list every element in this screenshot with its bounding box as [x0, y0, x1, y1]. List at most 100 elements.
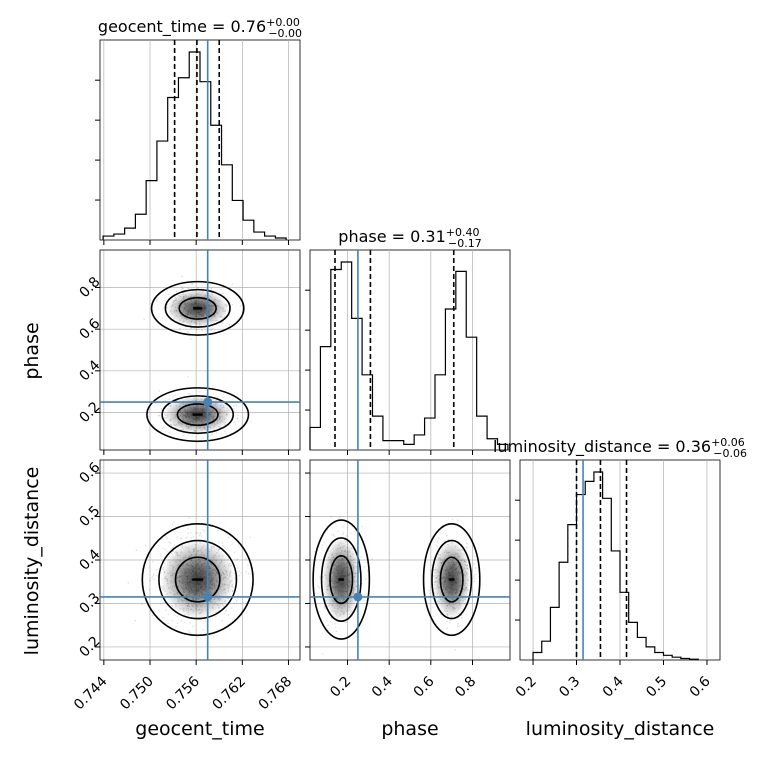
sample-point: [225, 433, 227, 435]
sample-point: [190, 338, 192, 340]
sample-point: [176, 536, 178, 538]
sample-point: [320, 593, 323, 596]
sample-point: [342, 531, 345, 534]
contour-level-1: [422, 523, 481, 637]
y-tick-label: 0.2: [76, 633, 103, 660]
x-tick-label: 0.2: [327, 674, 354, 701]
sample-point: [185, 537, 187, 540]
sample-point: [210, 329, 213, 332]
sample-point: [331, 533, 333, 536]
sample-point: [338, 516, 341, 519]
sample-point: [155, 569, 158, 571]
sample-point: [161, 427, 164, 430]
sample-point: [245, 602, 247, 604]
contour-level-1: [312, 519, 371, 640]
sample-point: [155, 575, 157, 577]
sample-point: [183, 621, 186, 624]
sample-point: [202, 436, 204, 439]
sample-point: [446, 534, 448, 537]
sample-point: [235, 599, 238, 602]
x-tick-label: 0.6: [687, 673, 714, 700]
x-tick-label: 0.4: [369, 673, 396, 700]
xlabel-geocent-time: geocent_time: [135, 718, 264, 740]
sample-point: [438, 537, 440, 539]
sample-point: [210, 288, 213, 290]
sample-point: [227, 536, 230, 539]
sample-point: [221, 322, 224, 324]
sample-point: [217, 541, 220, 544]
sample-point: [181, 275, 183, 278]
sample-point: [225, 610, 227, 613]
sample-point: [240, 572, 242, 574]
sample-point: [231, 283, 234, 286]
sample-point: [190, 282, 193, 285]
grid-2-0: [100, 460, 300, 660]
x-tick-label: 0.744: [71, 673, 111, 713]
sample-point: [366, 561, 368, 564]
x-tick-label: 0.6: [411, 673, 438, 700]
sample-point: [330, 617, 333, 619]
sample-point: [428, 592, 431, 595]
sample-point: [199, 533, 201, 535]
sample-point: [198, 391, 200, 393]
sample-point: [321, 653, 324, 655]
sample-point: [247, 564, 249, 567]
sample-point: [201, 329, 203, 332]
ylabel-phase: phase: [21, 322, 43, 379]
sample-point: [446, 626, 449, 629]
sample-point: [161, 617, 164, 619]
sample-point: [159, 404, 161, 407]
y-tick-label: 0.4: [76, 546, 103, 573]
sample-point: [135, 549, 138, 551]
sample-point: [350, 532, 352, 535]
sample-point: [168, 541, 170, 544]
sample-point: [187, 532, 189, 534]
density-phase-luminosity_distance: [312, 515, 481, 655]
sample-point: [168, 394, 171, 397]
title-geocent-time: geocent_time = 0.76+0.00 −0.00: [98, 16, 302, 40]
sample-point: [186, 393, 189, 395]
sample-point: [164, 548, 167, 551]
sample-point: [249, 573, 252, 575]
sample-point: [173, 544, 176, 546]
sample-point: [190, 327, 192, 330]
y-tick-label: 0.8: [76, 274, 103, 301]
title-luminosity-distance: luminosity_distance = 0.36+0.06 −0.06: [493, 436, 747, 460]
sample-point: [330, 515, 333, 518]
sample-point: [334, 522, 337, 524]
sample-point: [245, 557, 247, 560]
sample-point: [187, 287, 190, 290]
sample-point: [204, 620, 207, 622]
sample-point: [222, 544, 224, 547]
sample-point: [319, 576, 321, 578]
sample-point: [182, 434, 184, 437]
sample-point: [461, 617, 463, 619]
sample-point: [475, 567, 477, 569]
sample-point: [449, 621, 451, 623]
sample-point: [366, 569, 369, 572]
y-tick-label: 0.4: [76, 357, 103, 384]
sample-point: [151, 614, 154, 617]
sample-point: [447, 538, 450, 541]
sample-point: [160, 555, 162, 557]
sample-point: [152, 560, 154, 563]
sample-point: [454, 648, 456, 651]
sample-point: [443, 540, 446, 542]
sample-point: [239, 304, 242, 307]
sample-point: [178, 327, 181, 330]
sample-point: [432, 606, 434, 608]
sample-point: [148, 589, 151, 591]
sample-point: [167, 613, 170, 616]
sample-point: [134, 619, 137, 622]
sample-point: [154, 402, 157, 405]
sample-point: [249, 536, 251, 539]
sample-point: [165, 319, 167, 321]
sample-point: [171, 619, 173, 622]
sample-point: [230, 607, 233, 609]
sample-point: [365, 578, 367, 580]
sample-point: [318, 586, 321, 589]
sample-point: [166, 537, 169, 540]
sample-point: [147, 416, 150, 418]
sample-point: [222, 396, 224, 399]
